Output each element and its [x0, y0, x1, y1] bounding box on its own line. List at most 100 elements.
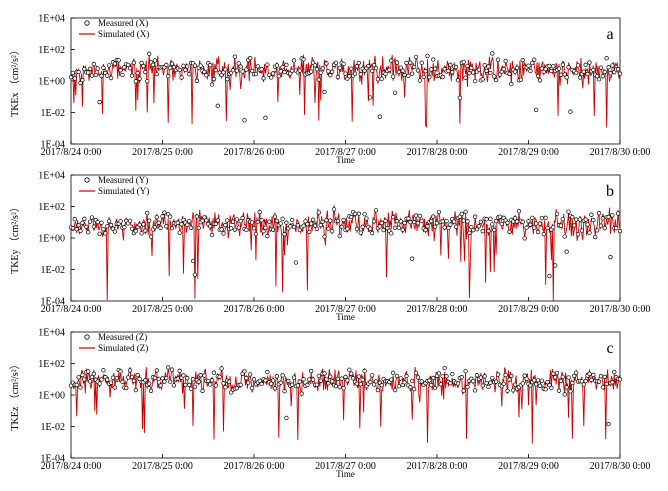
- measured-point: [316, 210, 321, 215]
- measured-point: [596, 211, 602, 216]
- measured-point: [396, 69, 402, 75]
- measured-point: [215, 218, 220, 223]
- measured-point: [162, 379, 167, 384]
- measured-point: [148, 388, 154, 393]
- legend-label-simulated: Simulated (X): [98, 29, 149, 39]
- measured-point: [225, 218, 230, 223]
- measured-point: [411, 219, 417, 225]
- measured-point: [145, 79, 150, 84]
- measured-point: [587, 230, 592, 235]
- measured-point: [392, 90, 398, 95]
- measured-point: [509, 81, 514, 87]
- x-tick-label: 2017/8/24 0:00: [41, 461, 102, 472]
- measured-point: [185, 222, 190, 227]
- y-axis-title: TKEz （cm²/s²）: [9, 359, 21, 430]
- measured-point: [97, 381, 102, 386]
- measured-point: [335, 376, 341, 382]
- measured-point: [457, 95, 463, 100]
- measured-point: [154, 214, 159, 220]
- measured-point: [598, 65, 604, 70]
- measured-point: [402, 220, 407, 226]
- measured-point: [513, 382, 518, 387]
- measured-point: [86, 70, 91, 75]
- measured-point: [213, 68, 219, 73]
- measured-point: [263, 225, 268, 230]
- measured-point: [194, 214, 199, 219]
- measured-point: [309, 221, 314, 226]
- measured-point: [377, 224, 382, 229]
- measured-point: [291, 58, 297, 63]
- measured-point: [444, 374, 449, 379]
- measured-point: [429, 67, 434, 72]
- measured-point: [215, 103, 220, 108]
- measured-point: [160, 214, 165, 219]
- measured-point: [429, 382, 434, 388]
- measured-point: [244, 67, 249, 72]
- measured-point: [389, 231, 394, 236]
- x-axis-title: Time: [336, 469, 355, 479]
- measured-point: [230, 219, 236, 224]
- measured-point: [480, 229, 485, 234]
- measured-point: [371, 382, 377, 387]
- measured-point: [547, 273, 552, 279]
- measured-point: [440, 74, 445, 80]
- measured-point: [249, 385, 255, 391]
- measured-point: [537, 78, 543, 83]
- measured-point: [545, 379, 550, 385]
- measured-point: [183, 382, 188, 388]
- measured-point: [234, 386, 239, 391]
- measured-point: [461, 218, 466, 223]
- measured-point: [87, 219, 93, 224]
- measured-point: [133, 228, 138, 234]
- measured-point: [575, 63, 581, 68]
- measured-point: [394, 60, 400, 65]
- measured-point: [326, 226, 331, 231]
- measured-point: [148, 234, 154, 239]
- measured-point: [114, 375, 119, 381]
- measured-point: [97, 99, 102, 105]
- measured-point: [362, 212, 367, 217]
- y-tick-label: 1E+00: [38, 234, 65, 245]
- measured-point: [154, 71, 159, 77]
- measured-point: [253, 231, 259, 237]
- measured-point: [600, 385, 605, 390]
- legend-label-simulated: Simulated (Z): [98, 343, 148, 353]
- measured-point: [415, 375, 421, 380]
- measured-point: [608, 254, 613, 260]
- measured-point: [389, 58, 394, 63]
- measured-point: [524, 376, 529, 381]
- measured-point: [135, 70, 140, 76]
- measured-point: [318, 70, 323, 75]
- measured-point: [267, 219, 272, 224]
- measured-point: [398, 219, 403, 224]
- measured-point: [217, 374, 222, 379]
- measured-point: [591, 67, 596, 73]
- measured-point: [120, 379, 125, 384]
- measured-point: [549, 68, 554, 74]
- measured-point: [263, 115, 268, 120]
- measured-point: [238, 64, 243, 69]
- measured-point: [341, 217, 346, 223]
- measured-point: [465, 219, 470, 224]
- measured-point: [156, 376, 161, 382]
- measured-point: [549, 385, 554, 391]
- measured-point: [423, 227, 428, 233]
- measured-point: [362, 368, 367, 374]
- measured-point: [389, 377, 394, 382]
- measured-point: [442, 225, 447, 230]
- measured-point: [438, 382, 443, 387]
- measured-point: [537, 221, 543, 226]
- measured-point: [169, 367, 175, 372]
- x-tick-label: 2017/8/26 0:00: [224, 461, 285, 472]
- measured-point: [198, 373, 203, 378]
- measured-point: [566, 209, 571, 214]
- y-tick-label: 1E+02: [38, 359, 65, 370]
- measured-point: [518, 77, 524, 82]
- measured-point: [450, 372, 455, 377]
- measured-point: [522, 236, 527, 241]
- measured-point: [583, 379, 588, 384]
- measured-point: [270, 378, 276, 383]
- measured-point: [402, 380, 407, 385]
- legend: Measured (Z)Simulated (Z): [79, 332, 148, 353]
